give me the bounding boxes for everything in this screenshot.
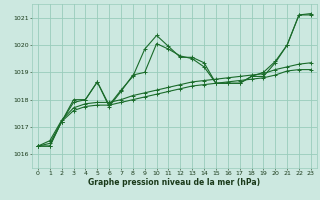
X-axis label: Graphe pression niveau de la mer (hPa): Graphe pression niveau de la mer (hPa) — [88, 178, 260, 187]
